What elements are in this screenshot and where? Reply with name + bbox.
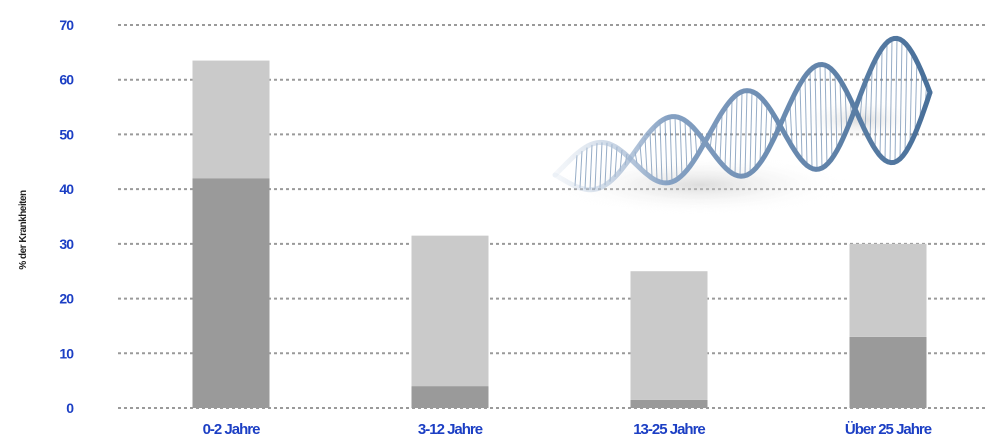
bar-segment [849, 336, 927, 408]
x-tick-label: 13-25 Jahre [633, 421, 705, 438]
y-axis-label: % der Krankheiten [18, 190, 29, 270]
bar-segment [411, 235, 489, 387]
y-tick-label: 50 [59, 126, 74, 142]
y-tick-label: 0 [66, 400, 74, 416]
bar-segment [192, 60, 270, 179]
y-axis-ticks: 0 10 20 30 40 50 60 70 [59, 17, 75, 416]
y-tick-label: 40 [59, 181, 74, 197]
y-tick-label: 30 [59, 236, 74, 252]
x-tick-label: 0-2 Jahre [203, 421, 261, 438]
y-tick-label: 60 [59, 72, 74, 88]
x-tick-label: Über 25 Jahre [845, 421, 932, 438]
bar-segment [192, 178, 270, 408]
bar-segment [630, 271, 708, 400]
x-axis-ticks: 0-2 Jahre 3-12 Jahre 13-25 Jahre Über 25 Ja… [203, 421, 933, 438]
bar-segment [849, 243, 927, 337]
y-tick-label: 70 [59, 17, 74, 33]
dna-helix-image [550, 35, 933, 215]
x-tick-label: 3-12 Jahre [418, 421, 483, 438]
y-tick-label: 10 [59, 345, 74, 361]
bar-segment [411, 386, 489, 408]
bars [192, 60, 927, 408]
y-tick-label: 20 [59, 291, 74, 307]
bar-segment [630, 399, 708, 408]
